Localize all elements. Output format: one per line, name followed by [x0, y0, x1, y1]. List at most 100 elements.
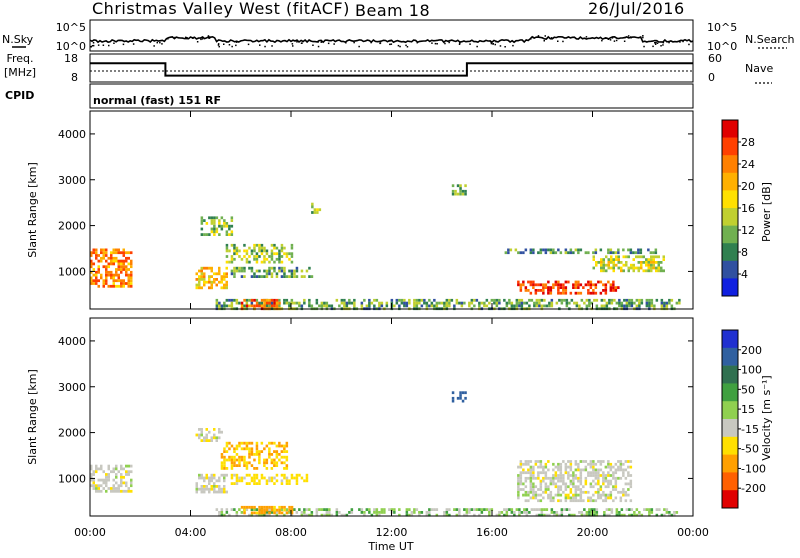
velocity-cell: [574, 462, 578, 466]
velocity-cell: [255, 444, 259, 448]
freq-label-1: Freq.: [6, 52, 33, 65]
velocity-cell: [532, 476, 535, 480]
power-cell: [557, 286, 560, 289]
velocity-cell: [549, 493, 553, 497]
power-cell: [609, 251, 613, 255]
velocity-cell: [478, 508, 481, 511]
power-cell: [597, 280, 600, 284]
velocity-cell: [629, 499, 633, 503]
velocity-cell: [228, 447, 231, 451]
power-cell: [638, 301, 641, 305]
power-cell: [665, 301, 669, 305]
power-cell: [594, 291, 598, 295]
power-cell: [263, 275, 266, 278]
power-colorbar-swatch: [722, 208, 738, 226]
power-cell: [105, 254, 108, 257]
power-cell: [288, 252, 291, 256]
power-cell: [625, 304, 629, 308]
power-cell: [120, 265, 123, 269]
power-cell: [645, 258, 648, 261]
velocity-cell: [614, 468, 618, 472]
velocity-cell: [255, 482, 259, 485]
velocity-cell: [233, 450, 236, 453]
velocity-cell: [629, 460, 633, 463]
power-colorbar-swatch: [722, 120, 738, 138]
velocity-cell: [559, 499, 563, 503]
velocity-cell: [205, 476, 208, 480]
velocity-cell: [635, 508, 639, 511]
power-cell: [95, 276, 98, 280]
nsearch-point: [389, 40, 392, 42]
power-cell: [610, 261, 613, 264]
velocity-cell: [208, 439, 211, 442]
power-cell: [459, 184, 462, 188]
velocity-cell: [617, 460, 620, 463]
power-cell: [200, 266, 203, 270]
power-cell: [210, 269, 213, 273]
power-cell: [115, 248, 118, 252]
power-cell: [605, 255, 608, 259]
velocity-cell: [549, 482, 553, 486]
velocity-cell: [283, 447, 286, 451]
velocity-ylabel: Slant Range [km]: [26, 369, 39, 465]
velocity-cell: [594, 490, 598, 494]
power-cell: [440, 301, 444, 305]
power-cell: [612, 263, 615, 267]
velocity-cell: [574, 493, 578, 497]
power-cell: [470, 298, 474, 302]
power-cell: [577, 283, 580, 287]
power-cell: [557, 283, 560, 287]
power-cell: [645, 269, 648, 273]
power-cell: [368, 304, 371, 308]
velocity-cell: [587, 496, 590, 500]
power-cell: [250, 301, 254, 305]
velocity-cell: [670, 513, 674, 517]
velocity-cell: [614, 485, 618, 489]
power-cell: [532, 286, 535, 289]
velocity-cell: [617, 465, 620, 469]
velocity-cell: [225, 490, 228, 494]
power-cell: [253, 275, 256, 278]
velocity-cell: [233, 461, 236, 465]
power-cell: [320, 301, 324, 305]
velocity-cell: [265, 479, 269, 483]
velocity-cell: [105, 473, 108, 476]
velocity-cell: [592, 474, 595, 477]
velocity-cell: [585, 511, 589, 514]
velocity-cell: [230, 467, 234, 470]
velocity-cell: [350, 508, 354, 511]
power-cell: [230, 298, 234, 302]
power-cell: [253, 246, 256, 250]
power-cell: [549, 248, 553, 252]
power-cell: [298, 301, 301, 305]
velocity-cell: [544, 488, 548, 491]
velocity-cell: [569, 474, 573, 477]
velocity-cell: [559, 479, 563, 483]
power-cell: [280, 275, 284, 278]
velocity-cell: [213, 433, 216, 437]
velocity-cell: [245, 473, 249, 477]
power-cell: [270, 304, 274, 308]
velocity-cell: [285, 455, 289, 459]
velocity-cell: [675, 511, 679, 514]
velocity-cell: [604, 499, 608, 503]
velocity-cell: [243, 458, 246, 462]
velocity-cell: [542, 496, 545, 500]
power-cell: [258, 249, 261, 253]
power-cell: [405, 301, 409, 305]
velocity-cell: [308, 508, 311, 511]
power-cell: [213, 216, 216, 220]
velocity-cell: [532, 493, 535, 497]
power-cell: [652, 266, 655, 270]
velocity-cell: [278, 453, 281, 456]
power-cell: [530, 298, 534, 302]
velocity-cell: [554, 482, 558, 486]
power-cell: [632, 251, 635, 255]
power-cell: [360, 304, 364, 308]
power-cell: [607, 261, 610, 264]
nsearch-point: [434, 42, 437, 45]
velocity-cell: [635, 513, 639, 517]
velocity-cell: [552, 482, 555, 486]
velocity-cell: [537, 476, 540, 480]
power-cell: [200, 286, 203, 290]
